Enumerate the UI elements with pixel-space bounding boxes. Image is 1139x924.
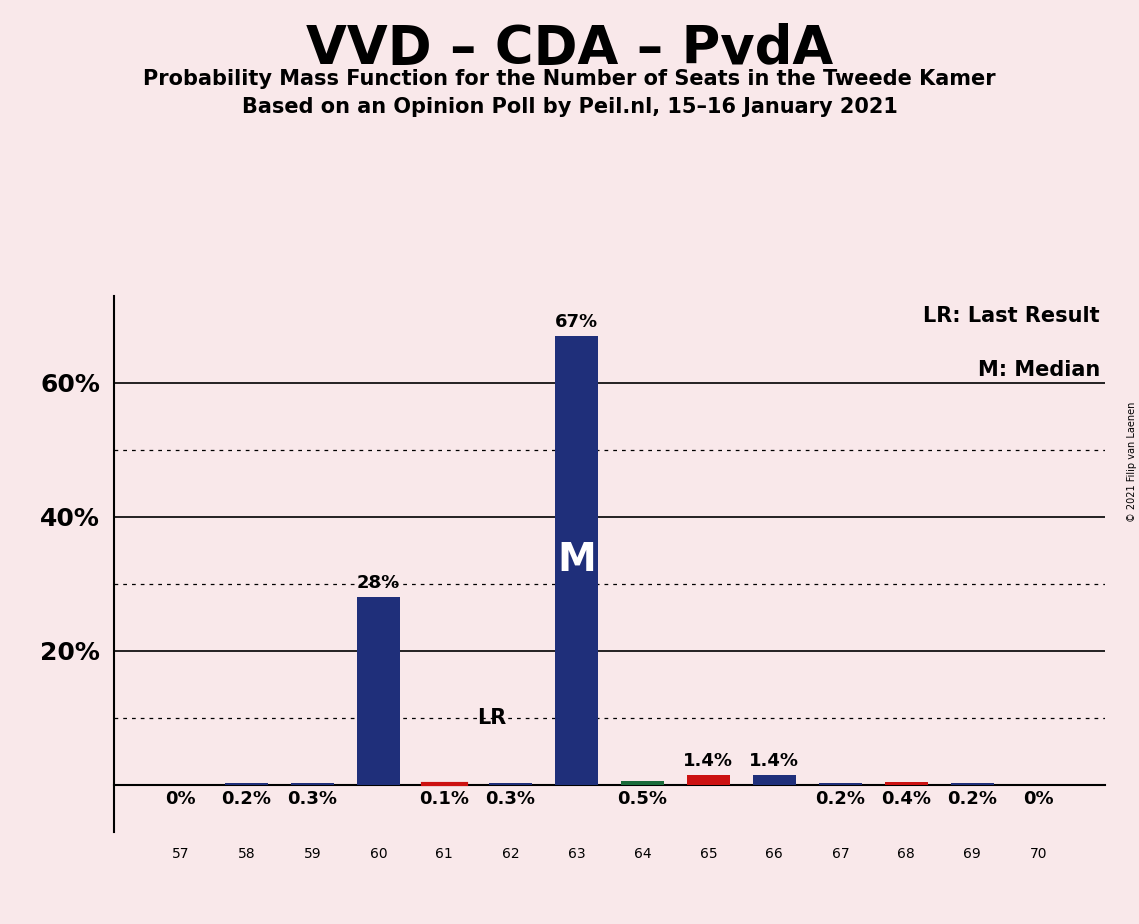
Bar [290,783,334,784]
Bar [885,782,928,784]
Text: Probability Mass Function for the Number of Seats in the Tweede Kamer: Probability Mass Function for the Number… [144,69,995,90]
Bar [687,775,730,784]
Bar [621,782,664,784]
Text: 67%: 67% [555,312,598,331]
Text: 0.4%: 0.4% [882,790,932,808]
Text: 1.4%: 1.4% [683,752,734,770]
Text: Based on an Opinion Poll by Peil.nl, 15–16 January 2021: Based on an Opinion Poll by Peil.nl, 15–… [241,97,898,117]
Text: 0.5%: 0.5% [617,790,667,808]
Text: M: Median: M: Median [977,360,1100,380]
Text: 0.3%: 0.3% [287,790,337,808]
Text: LR: Last Result: LR: Last Result [924,307,1100,326]
Text: 0%: 0% [165,790,196,808]
Text: 0%: 0% [1023,790,1054,808]
Text: © 2021 Filip van Laenen: © 2021 Filip van Laenen [1126,402,1137,522]
Text: LR: LR [477,708,507,728]
Bar [555,336,598,784]
Text: 0.2%: 0.2% [816,790,866,808]
Text: 1.4%: 1.4% [749,752,800,770]
Text: 0.2%: 0.2% [221,790,271,808]
Text: 0.1%: 0.1% [419,790,469,808]
Text: 0.2%: 0.2% [948,790,998,808]
Bar [357,597,400,784]
Text: M: M [557,541,596,579]
Text: VVD – CDA – PvdA: VVD – CDA – PvdA [306,23,833,75]
Text: 0.3%: 0.3% [485,790,535,808]
Text: 28%: 28% [357,574,400,591]
Bar [489,783,532,784]
Bar [753,775,796,784]
